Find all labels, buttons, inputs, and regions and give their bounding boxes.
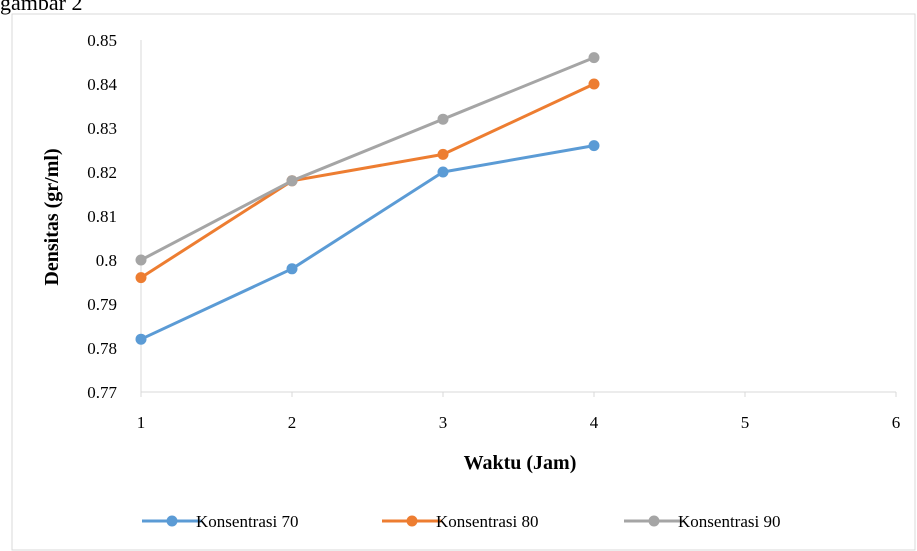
data-point bbox=[135, 272, 147, 284]
legend-swatch-marker bbox=[166, 515, 178, 527]
axes: 0.77 0.78 0.79 0.8 0.81 0.82 0.83 0.84 0.85 1 2 3 4 5… bbox=[87, 31, 900, 432]
series-line bbox=[140, 144, 595, 341]
x-tick-label: 5 bbox=[741, 413, 750, 432]
x-tick-label: 6 bbox=[892, 413, 901, 432]
series-line bbox=[140, 56, 595, 262]
series-marks bbox=[135, 52, 600, 345]
figure-caption: gambar 2 bbox=[0, 0, 83, 15]
y-tick-label: 0.8 bbox=[96, 251, 117, 270]
data-point bbox=[286, 175, 298, 187]
legend-label: Konsentrasi 90 bbox=[678, 512, 780, 531]
data-point bbox=[135, 254, 147, 266]
y-axis-label: Densitas (gr/ml) bbox=[41, 148, 63, 285]
data-point bbox=[437, 166, 449, 178]
data-point bbox=[588, 52, 600, 64]
series-line bbox=[140, 82, 595, 279]
legend-swatch-marker bbox=[648, 515, 660, 527]
series-2 bbox=[135, 78, 600, 284]
y-tick-label: 0.85 bbox=[87, 31, 117, 50]
data-point bbox=[286, 263, 298, 275]
legend-item-3: Konsentrasi 90 bbox=[624, 512, 780, 531]
legend: Konsentrasi 70 Konsentrasi 80 Konsentrasi … bbox=[142, 512, 780, 531]
data-point bbox=[437, 113, 449, 125]
data-point bbox=[135, 333, 147, 345]
x-tick-label: 2 bbox=[288, 413, 297, 432]
x-axis-label: Waktu (Jam) bbox=[464, 452, 577, 474]
data-point bbox=[437, 148, 449, 160]
y-tick-label: 0.83 bbox=[87, 119, 117, 138]
y-tick-label: 0.82 bbox=[87, 163, 117, 182]
data-point bbox=[588, 140, 600, 152]
data-point bbox=[588, 78, 600, 90]
legend-label: Konsentrasi 80 bbox=[436, 512, 538, 531]
legend-label: Konsentrasi 70 bbox=[196, 512, 298, 531]
x-tick-label: 4 bbox=[590, 413, 599, 432]
series-1 bbox=[135, 140, 600, 345]
y-tick-label: 0.84 bbox=[87, 75, 117, 94]
legend-item-2: Konsentrasi 80 bbox=[382, 512, 538, 531]
x-tick-label: 3 bbox=[439, 413, 448, 432]
x-tick-label: 1 bbox=[137, 413, 146, 432]
legend-item-1: Konsentrasi 70 bbox=[142, 512, 298, 531]
y-tick-label: 0.78 bbox=[87, 339, 117, 358]
y-tick-label: 0.79 bbox=[87, 295, 117, 314]
series-3 bbox=[135, 52, 600, 266]
y-tick-label: 0.81 bbox=[87, 207, 117, 226]
legend-swatch-marker bbox=[406, 515, 418, 527]
y-tick-label: 0.77 bbox=[87, 383, 117, 402]
chart-area-border bbox=[11, 13, 916, 551]
